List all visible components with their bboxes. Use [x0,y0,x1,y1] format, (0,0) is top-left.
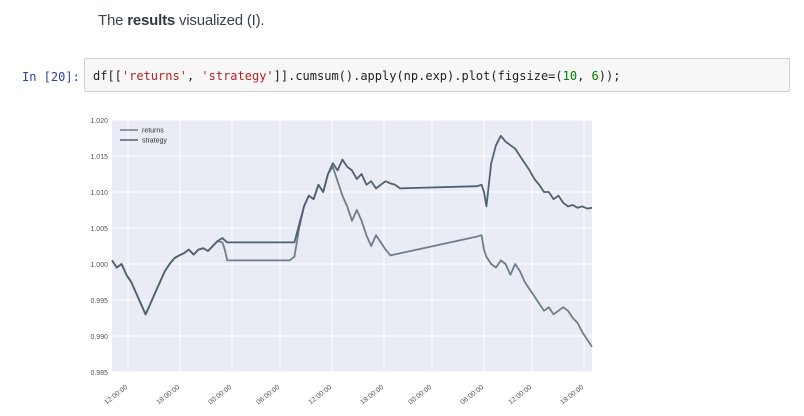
x-tick-label: 00:00:00 [207,384,233,406]
x-tick-label: 18:00:00 [155,384,181,406]
input-prompt: In [20]: [22,70,80,84]
code-token: , [186,69,202,83]
code-token: )); [598,69,621,83]
legend-label-returns: returns [142,128,164,135]
y-tick-label: 1.005 [90,226,108,233]
line-chart: 0.985 0.990 0.995 1.000 1.005 1.010 1.015 1.020… [90,118,593,406]
code-string: 'returns' [121,69,187,83]
y-tick-label: 0.995 [90,298,108,305]
code-token: ]].cumsum().apply(np.exp).plot(figsize=( [273,69,563,83]
y-tick-label: 1.010 [90,190,108,197]
x-tick-label: 18:00:00 [359,384,385,406]
x-tick-label: 12:00:00 [103,384,129,406]
y-tick-label: 1.020 [90,118,108,125]
x-tick-label: 06:00:00 [255,384,281,406]
plot-background [112,120,592,372]
output-area: 0.985 0.990 0.995 1.000 1.005 1.010 1.015 1.020… [80,108,600,413]
series-line-strategy [111,134,593,316]
code-token: , [577,69,592,83]
heading-suffix: visualized (I). [175,12,265,29]
x-tick-label: 12:00:00 [507,384,533,406]
code-line[interactable]: df[['returns', 'strategy']].cumsum().app… [93,69,620,83]
code-token: df[[ [93,69,122,83]
x-tick-label: 18:00:00 [559,384,585,406]
code-string: 'strategy' [201,69,274,83]
x-tick-label: 06:00:00 [459,384,485,406]
section-heading: The results visualized (I). [98,12,265,29]
code-number: 10 [562,69,578,83]
x-tick-label: 00:00:00 [407,384,433,406]
x-tick-label: 12:00:00 [307,384,333,406]
y-tick-label: 0.990 [90,334,108,341]
code-number: 6 [591,69,599,83]
y-tick-label: 0.985 [90,370,108,377]
heading-bold: results [127,12,176,29]
y-tick-label: 1.015 [90,154,108,161]
legend-label-strategy: strategy [142,138,167,145]
heading-prefix: The [98,12,128,29]
y-tick-label: 1.000 [90,262,108,269]
code-cell[interactable]: df[['returns', 'strategy']].cumsum().app… [84,58,790,92]
